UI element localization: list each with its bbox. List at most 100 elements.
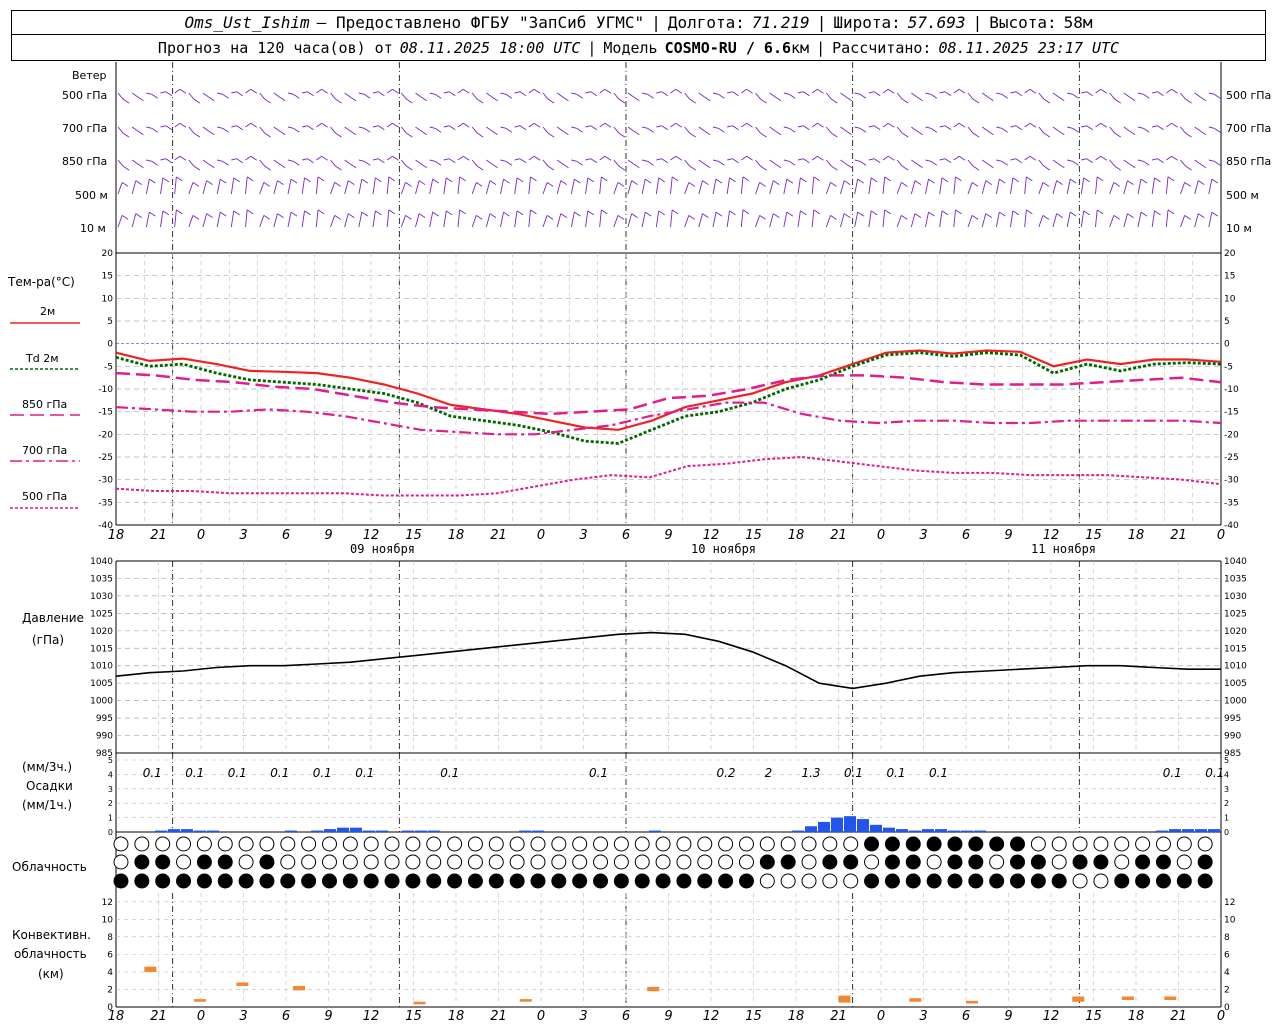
cloud-symbol [1030,836,1046,852]
wind-barb-staff [316,88,322,94]
wind-barb-flag [703,96,711,102]
conv-bar [1164,996,1177,1000]
wind-barb [571,126,583,133]
wind-barb [996,126,1008,133]
wind-barb-flag [884,176,891,182]
wind-barb-flag [618,165,626,171]
cloud-symbol [843,836,859,852]
wind-barb [245,209,254,228]
wind-barb [1081,158,1093,164]
wind-barb-flag [1072,127,1079,133]
wind-barb-flag [888,155,895,161]
temp-tick-left: -20 [98,430,113,440]
wind-barb [556,126,569,136]
x-tick-label: 18 [1128,528,1145,543]
wind-barb [996,159,1008,166]
wind-barb-flag [363,160,371,166]
wind-barb-staff [1109,182,1115,195]
wind-barb-flag [246,176,254,182]
cloud-symbol [238,854,254,870]
wind-barb-flag [392,155,399,161]
cloud-symbol [384,873,400,889]
wind-barb-staff [556,180,562,195]
wind-barb-staff [556,126,563,132]
wind-barb-staff [854,92,861,95]
cloud-symbol [1072,836,1088,852]
wind-barb-flag [378,125,385,131]
wind-barb [1208,126,1221,133]
wind-barb [160,177,170,195]
wind-barb-staff [911,159,917,165]
wind-barb [613,215,625,228]
wind-barb-flag [489,180,497,185]
wind-barb [868,125,881,131]
conv-tick-right: 4 [1224,968,1230,978]
wind-barb-staff [1194,180,1199,195]
wind-barb-staff [995,211,1000,228]
wind-barb-staff [755,215,761,228]
precip-bar [285,830,297,832]
wind-barb-flag [746,155,753,161]
wind-barb-flag [222,127,229,133]
wind-level-500m-right: 500 м [1226,189,1259,202]
wind-barb [825,182,837,195]
wind-barb [429,92,442,99]
cloud-symbol [551,836,567,852]
wind-barb-staff [188,159,195,167]
wind-barb [939,210,949,228]
wind-barb-flag [405,215,412,220]
wind-barb-staff [868,91,875,94]
wind-barb [471,92,484,104]
wind-barb [245,155,258,161]
wind-barb-flag [250,88,258,94]
wind-barb-flag [349,130,357,136]
wind-barb-flag [1114,132,1121,138]
wind-barb [740,209,750,228]
wind-barb-staff [344,213,349,228]
wind-barb-flag [533,88,541,94]
cloud-symbol [488,854,504,870]
wind-barb-staff [1010,125,1016,128]
wind-barb [344,126,357,136]
wind-barb [627,126,640,136]
wind-barb [344,159,357,169]
wind-barb [259,126,271,138]
wind-barb [1194,126,1207,136]
temp-tick-left: -10 [98,385,113,395]
wind-barb [670,209,679,228]
wind-barb-staff [457,209,461,228]
wind-barb-staff [245,122,252,128]
wind-barb-flag [718,160,725,166]
wind-barb [726,210,736,228]
x-tick-label-bottom: 15 [405,1009,422,1024]
wind-barb-staff [1024,155,1031,161]
wind-barb-flag [732,158,739,164]
wind-barb-flag [941,210,949,216]
wind-barb-staff [797,125,804,128]
wind-barb-flag [165,158,173,164]
wind-barb [585,210,595,228]
cloud-symbol [196,873,212,889]
day-label-2: 10 ноября [691,542,757,556]
wind-barb-flag [944,91,952,97]
cloud-symbol [342,873,358,889]
temp-tick-left: 0 [107,340,113,350]
wind-barb-staff [599,176,602,195]
conv-bar [413,1001,426,1005]
x-tick-label-bottom: 0 [877,1009,885,1024]
wind-barb-staff [372,177,376,195]
precip-bar [1208,829,1220,832]
wind-barb-staff [486,126,492,132]
wind-barb [500,178,510,195]
wind-barb [627,159,640,169]
wind-barb-staff [769,180,774,195]
wind-barb-flag [491,130,498,136]
wind-barb [1137,126,1150,133]
wind-barb-flag [121,215,129,220]
cloud-symbol [801,836,817,852]
wind-barb-staff [174,209,177,228]
wind-barb [231,91,243,97]
wind-barb [259,182,271,195]
cloud-symbol [634,873,650,889]
wind-barb-staff [726,210,730,228]
